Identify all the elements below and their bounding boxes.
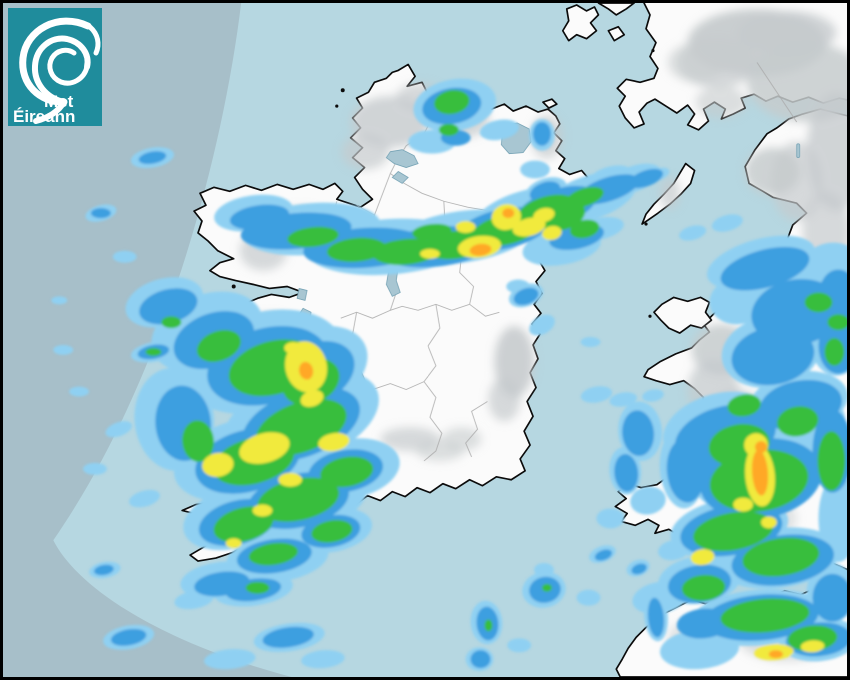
rain-level-3-heavy: [145, 90, 847, 652]
weather-radar-map: [3, 3, 847, 677]
islay-island: [561, 4, 600, 42]
lough-erne: [385, 149, 419, 168]
met-eireann-swirl-icon: [19, 17, 101, 124]
logo-line2: Éireann: [13, 107, 75, 126]
logo-line1: Met: [44, 92, 74, 111]
logo-text: Met Éireann: [13, 92, 75, 126]
jura-island: [597, 3, 635, 16]
rathlin-island: [542, 98, 558, 109]
rain-level-5-intense: [299, 208, 783, 659]
rainfall-layer: [51, 78, 847, 672]
anglesey-island: [653, 296, 713, 334]
met-eireann-logo: Met Éireann: [8, 8, 102, 126]
small-isle: [607, 25, 626, 42]
lough-mask: [296, 287, 308, 301]
